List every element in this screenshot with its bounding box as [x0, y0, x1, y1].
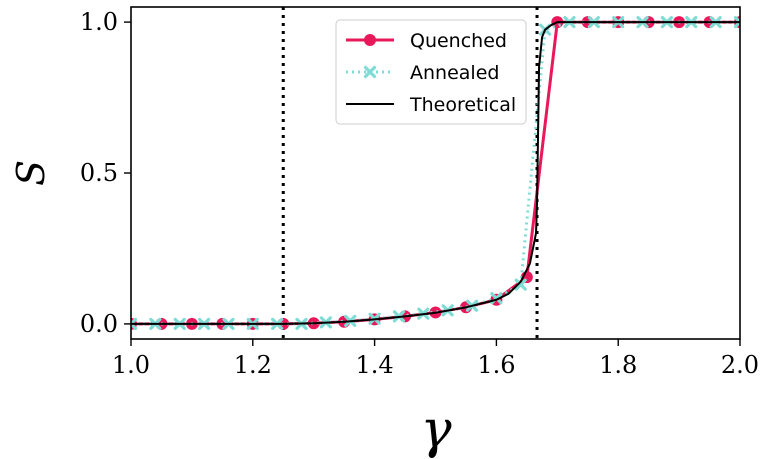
legend: Quenched Annealed Theoretical [335, 19, 527, 125]
x-tick-label: 1.2 [234, 351, 272, 379]
series-theoretical [131, 21, 740, 325]
y-tick-label: 1.0 [80, 8, 118, 36]
x-tick-label: 1.0 [112, 351, 150, 379]
legend-items: Quenched Annealed Theoretical [346, 30, 516, 116]
annealed-point [131, 317, 138, 331]
theoretical-line [131, 21, 740, 325]
x-axis: 1.0 1.2 1.4 1.6 1.8 2.0 [112, 339, 759, 379]
annealed-point [733, 15, 740, 29]
annealed-point [514, 278, 527, 291]
legend-label: Theoretical [409, 94, 516, 116]
legend-item: Theoretical [346, 94, 516, 116]
legend-item: Annealed [346, 62, 499, 84]
series-layer [131, 15, 740, 331]
legend-box [335, 19, 527, 125]
x-tick-label: 2.0 [721, 351, 759, 379]
x-tick-label: 1.6 [477, 351, 515, 379]
y-tick-label: 0.0 [80, 310, 118, 338]
x-tick-label: 1.8 [599, 351, 637, 379]
y-axis: 0.0 0.5 1.0 [80, 8, 131, 338]
legend-marker [364, 34, 376, 46]
x-tick-label: 1.4 [356, 351, 394, 379]
legend-item: Quenched [346, 30, 507, 52]
y-axis-label: S [9, 160, 53, 186]
annealed-point [363, 65, 377, 79]
plot-area [130, 6, 741, 340]
y-tick-label: 0.5 [80, 159, 118, 187]
x-axis-label: γ [420, 400, 452, 459]
legend-label: Quenched [410, 30, 507, 52]
legend-label: Annealed [410, 62, 499, 84]
